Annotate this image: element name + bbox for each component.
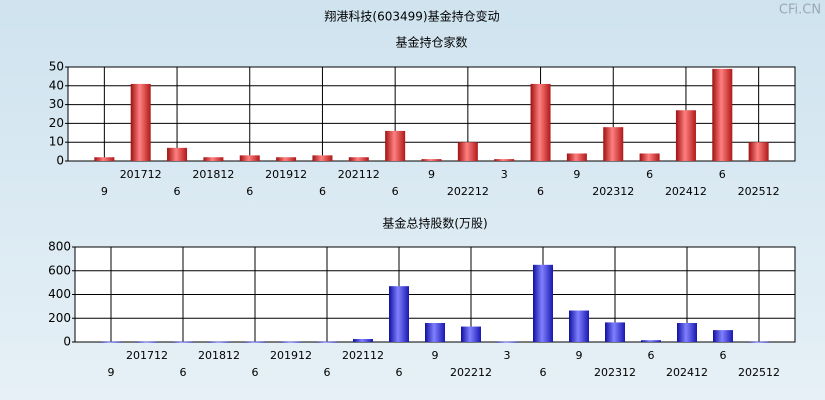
x-tick-label: 6	[252, 366, 259, 379]
x-tick-label: 9	[428, 168, 435, 181]
bar	[276, 157, 297, 161]
bar	[569, 310, 589, 342]
bar	[385, 130, 406, 161]
x-tick-label: 9	[108, 366, 115, 379]
bar	[713, 330, 733, 342]
x-tick-label: 201712	[120, 168, 162, 181]
bar	[312, 155, 333, 161]
x-tick-label: 201712	[126, 349, 168, 362]
x-tick-label: 201912	[265, 168, 307, 181]
y-tick-label: 0	[56, 154, 64, 168]
bar	[167, 147, 188, 161]
bar	[497, 341, 517, 343]
bar	[389, 286, 409, 342]
bar	[605, 322, 625, 342]
y-tick-label: 0	[63, 335, 71, 349]
x-tick-label: 6	[537, 185, 544, 198]
x-tick-label: 6	[392, 185, 399, 198]
page-title: 翔港科技(603499)基金持仓变动	[324, 9, 499, 24]
bar	[603, 127, 624, 161]
x-tick-label: 202512	[738, 366, 780, 379]
x-tick-label: 6	[646, 168, 653, 181]
bar	[173, 341, 193, 343]
x-tick-label: 9	[573, 168, 580, 181]
bar	[677, 323, 697, 342]
bar	[530, 83, 551, 161]
plot-area	[67, 66, 796, 162]
x-tick-label: 6	[180, 366, 187, 379]
bar	[281, 341, 301, 343]
y-tick-label: 600	[48, 263, 71, 277]
bar	[353, 339, 373, 342]
bar	[425, 323, 445, 342]
bar	[675, 110, 696, 161]
bar	[348, 157, 369, 161]
watermark: CFi.CN	[779, 3, 821, 18]
y-tick-label: 20	[49, 116, 64, 130]
x-tick-label: 9	[432, 349, 439, 362]
bar	[130, 83, 151, 161]
x-tick-label: 6	[396, 366, 403, 379]
y-tick-label: 10	[49, 135, 64, 149]
x-tick-label: 6	[540, 366, 547, 379]
x-tick-label: 6	[174, 185, 181, 198]
y-tick-label: 30	[49, 97, 64, 111]
x-tick-label: 9	[101, 185, 108, 198]
x-tick-label: 3	[501, 168, 508, 181]
bar	[137, 341, 157, 343]
y-tick-label: 800	[48, 240, 71, 254]
bar	[533, 264, 553, 342]
bar	[203, 157, 224, 161]
x-tick-label: 6	[719, 168, 726, 181]
bar	[457, 142, 478, 161]
bar	[748, 142, 769, 161]
bar	[712, 68, 733, 161]
y-tick-label: 40	[49, 78, 64, 92]
x-tick-label: 6	[720, 349, 727, 362]
x-tick-label: 202412	[666, 366, 708, 379]
bar	[641, 340, 661, 342]
x-tick-label: 202212	[450, 366, 492, 379]
bar	[566, 153, 587, 161]
x-tick-label: 202312	[592, 185, 634, 198]
chart-title: 基金持仓家数	[395, 35, 467, 50]
x-tick-label: 202512	[738, 185, 780, 198]
x-tick-label: 6	[648, 349, 655, 362]
x-tick-label: 201912	[270, 349, 312, 362]
x-tick-label: 201812	[192, 168, 234, 181]
bar	[639, 153, 660, 161]
x-tick-label: 201812	[198, 349, 240, 362]
x-tick-label: 202212	[447, 185, 489, 198]
chart-title: 基金总持股数(万股)	[382, 216, 487, 231]
y-tick-label: 50	[49, 60, 64, 74]
x-tick-label: 6	[324, 366, 331, 379]
bar	[94, 157, 115, 161]
bar	[421, 159, 442, 161]
bar	[749, 341, 769, 343]
bar	[494, 159, 515, 161]
bar	[461, 326, 481, 342]
bar	[239, 155, 260, 161]
x-tick-label: 6	[246, 185, 253, 198]
y-tick-label: 200	[48, 311, 71, 325]
x-tick-label: 3	[504, 349, 511, 362]
x-tick-label: 202112	[338, 168, 380, 181]
x-tick-label: 9	[576, 349, 583, 362]
y-tick-label: 400	[48, 287, 71, 301]
x-tick-label: 202112	[342, 349, 384, 362]
x-tick-label: 202412	[665, 185, 707, 198]
bar	[317, 341, 337, 343]
bar	[245, 341, 265, 343]
bar	[209, 341, 229, 343]
x-tick-label: 6	[319, 185, 326, 198]
x-tick-label: 202312	[594, 366, 636, 379]
bar	[101, 341, 121, 343]
